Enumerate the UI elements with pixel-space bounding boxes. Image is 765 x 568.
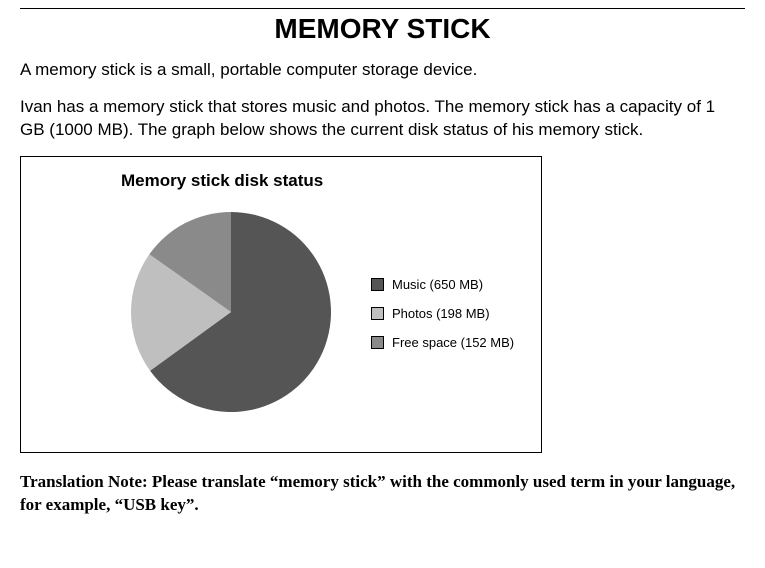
legend-label: Photos (198 MB) xyxy=(392,306,490,321)
page: MEMORY STICK A memory stick is a small, … xyxy=(0,0,765,537)
top-rule xyxy=(20,8,745,9)
page-title: MEMORY STICK xyxy=(20,13,745,45)
disk-status-chart: Memory stick disk status Music (650 MB) … xyxy=(20,156,542,453)
translation-note: Translation Note: Please translate “memo… xyxy=(20,471,740,517)
legend-item: Free space (152 MB) xyxy=(371,335,514,350)
legend-item: Photos (198 MB) xyxy=(371,306,514,321)
legend-swatch-icon xyxy=(371,336,384,349)
chart-title: Memory stick disk status xyxy=(121,171,323,191)
legend-label: Free space (152 MB) xyxy=(392,335,514,350)
pie-chart xyxy=(131,212,331,412)
legend-label: Music (650 MB) xyxy=(392,277,483,292)
legend-item: Music (650 MB) xyxy=(371,277,514,292)
intro-para-1: A memory stick is a small, portable comp… xyxy=(20,59,740,82)
intro-para-2: Ivan has a memory stick that stores musi… xyxy=(20,96,740,142)
legend-swatch-icon xyxy=(371,307,384,320)
legend-swatch-icon xyxy=(371,278,384,291)
pie-svg xyxy=(131,212,331,412)
chart-legend: Music (650 MB) Photos (198 MB) Free spac… xyxy=(371,277,514,364)
